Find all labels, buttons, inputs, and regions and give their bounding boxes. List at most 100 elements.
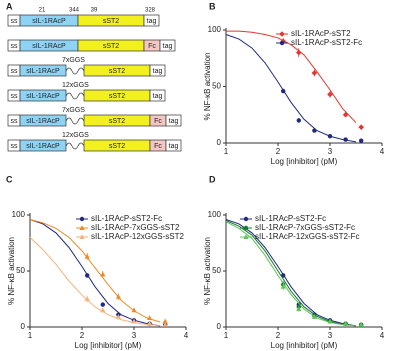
point bbox=[162, 318, 168, 324]
x-tick-label: 3 bbox=[132, 331, 137, 340]
point bbox=[84, 296, 90, 301]
segment bbox=[143, 14, 160, 27]
segment-label: ss bbox=[11, 143, 19, 150]
point bbox=[358, 124, 364, 130]
fit-curve bbox=[225, 34, 357, 143]
point bbox=[327, 134, 333, 139]
point bbox=[100, 271, 106, 277]
linker bbox=[65, 117, 85, 125]
legend-marker bbox=[243, 234, 249, 239]
y-tick-label: 50 bbox=[16, 266, 25, 275]
legend-label: sIL-1RAcP-sST2 bbox=[291, 29, 351, 38]
y-tick-label: 0 bbox=[217, 322, 222, 331]
point bbox=[281, 88, 286, 94]
fit-curve bbox=[226, 30, 357, 124]
legend-marker bbox=[79, 234, 85, 239]
legend-label: sIL-1RAcP-sST2-Fc bbox=[255, 214, 326, 223]
x-tick-label: 2 bbox=[276, 331, 281, 340]
x-axis-label: Log [inhibitor] (pM) bbox=[271, 341, 338, 350]
segment bbox=[165, 139, 182, 152]
legend-label: sIL-1RAcP-sST2-Fc bbox=[91, 214, 162, 223]
point bbox=[312, 128, 317, 133]
residue-number: 21 bbox=[39, 8, 46, 14]
segment-label: tag bbox=[169, 143, 179, 150]
point bbox=[147, 315, 153, 321]
segment-label: tag bbox=[153, 68, 163, 75]
fit-curve bbox=[29, 219, 161, 327]
linker bbox=[65, 67, 85, 75]
point bbox=[311, 314, 317, 319]
legend-marker bbox=[79, 225, 85, 230]
linker-label: 7xGGS bbox=[62, 57, 85, 64]
segment-label: Fc bbox=[154, 118, 162, 125]
segment-label: Fc bbox=[148, 43, 156, 50]
legend-marker bbox=[79, 216, 85, 222]
x-tick-label: 1 bbox=[224, 331, 229, 340]
segment-label: ss bbox=[11, 118, 19, 125]
point bbox=[296, 306, 302, 312]
segment-label: sIL-1RAcP bbox=[26, 118, 60, 125]
segment-label: sIL-1RAcP bbox=[32, 18, 66, 25]
y-tick-label: 50 bbox=[212, 266, 221, 275]
segment-label: sST2 bbox=[103, 43, 119, 50]
point bbox=[296, 49, 302, 56]
y-tick-label: 0 bbox=[21, 322, 26, 331]
legend-label: sIL-1RAcP-7xGGS-sST2 bbox=[91, 223, 180, 232]
point bbox=[147, 320, 153, 326]
x-axis-label: Log [inhibitor] (pM) bbox=[75, 341, 142, 350]
y-tick-label: 100 bbox=[208, 210, 222, 219]
panel-label: C bbox=[6, 174, 13, 184]
y-tick-label: 100 bbox=[208, 25, 222, 34]
point bbox=[162, 321, 168, 327]
panel-label: B bbox=[209, 1, 216, 11]
point bbox=[358, 321, 364, 327]
x-tick-label: 4 bbox=[380, 147, 385, 156]
x-tick-label: 4 bbox=[184, 331, 189, 340]
panel-label: D bbox=[209, 174, 216, 184]
linker bbox=[65, 92, 85, 100]
segment-label: tag bbox=[147, 18, 157, 25]
x-tick-label: 2 bbox=[276, 147, 281, 156]
point bbox=[327, 91, 333, 98]
point bbox=[342, 111, 349, 118]
segment-label: ss bbox=[11, 68, 19, 75]
segment-label: sST2 bbox=[109, 118, 125, 125]
fit-curve bbox=[29, 218, 161, 323]
point bbox=[280, 283, 286, 289]
linker-label: 12xGGS bbox=[62, 82, 89, 89]
fit-curve bbox=[29, 237, 161, 327]
legend-marker bbox=[243, 216, 249, 222]
point bbox=[296, 118, 301, 123]
segment-label: sIL-1RAcP bbox=[26, 143, 60, 150]
x-tick-label: 2 bbox=[80, 331, 85, 340]
segment-label: sST2 bbox=[109, 68, 125, 75]
segment-label: ss bbox=[11, 43, 19, 50]
point bbox=[84, 253, 90, 259]
segment bbox=[159, 39, 176, 52]
point bbox=[343, 137, 348, 142]
point bbox=[100, 307, 106, 313]
segment-label: ss bbox=[11, 93, 19, 100]
segment-label: sST2 bbox=[109, 93, 125, 100]
fit-curve bbox=[225, 220, 357, 327]
legend-label: sIL-1RAcP-12xGGS-sST2 bbox=[91, 232, 184, 241]
point bbox=[100, 302, 106, 307]
segment-label: sST2 bbox=[109, 143, 125, 150]
point bbox=[327, 318, 333, 324]
segment bbox=[149, 64, 166, 77]
point bbox=[131, 307, 137, 313]
point bbox=[115, 314, 121, 319]
segment-label: sIL-1RAcP bbox=[26, 68, 60, 75]
x-tick-label: 1 bbox=[28, 331, 33, 340]
point bbox=[115, 293, 121, 299]
x-tick-label: 4 bbox=[380, 331, 385, 340]
point bbox=[85, 273, 90, 278]
segment bbox=[149, 89, 166, 102]
linker-label: 7xGGS bbox=[62, 107, 85, 114]
segment-label: tag bbox=[153, 93, 163, 100]
point bbox=[343, 320, 349, 326]
segment-label: tag bbox=[169, 118, 179, 125]
legend-marker bbox=[279, 31, 285, 37]
segment-label: sST2 bbox=[103, 18, 119, 25]
